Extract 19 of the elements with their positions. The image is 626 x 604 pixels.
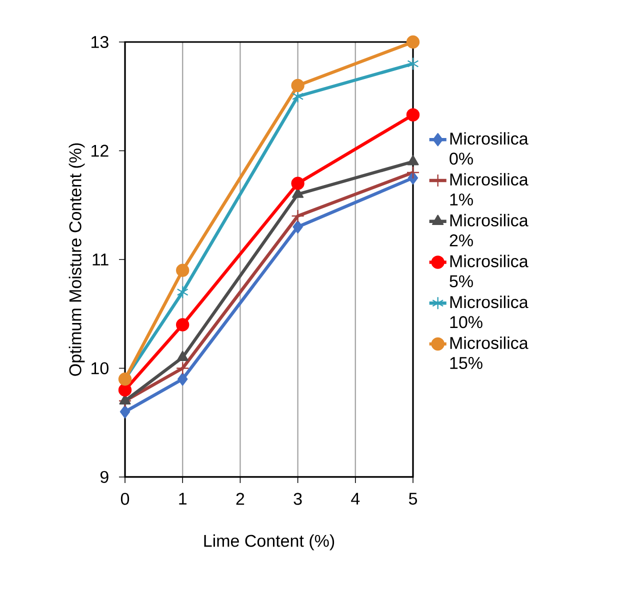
legend-label: Microsilica 5%	[450, 254, 528, 288]
y-tick-label: 12	[92, 144, 108, 157]
x-tick-label: 3	[294, 492, 302, 505]
y-tick-label: 10	[92, 362, 108, 374]
x-tick-label: 4	[351, 492, 360, 505]
legend-label: Microsilica 1%	[450, 173, 528, 206]
x-tick-label: 1	[179, 492, 187, 505]
x-axis-title: Lime Content (%)	[204, 534, 334, 550]
x-tick-label: 0	[120, 492, 130, 505]
legend-label: Microsilica 15%	[450, 336, 528, 370]
y-tick-label: 13	[92, 36, 108, 48]
y-axis-title: Optimum Moisture Content (%)	[68, 143, 85, 376]
y-tick-label: 9	[100, 470, 108, 484]
legend-label: Microsilica 0%	[450, 132, 528, 165]
legend-label: Microsilica 10%	[450, 296, 528, 328]
legend-label: Microsilica 2%	[450, 214, 528, 246]
y-tick-label: 11	[92, 254, 108, 266]
x-tick-label: 5	[408, 492, 418, 505]
x-tick-label: 2	[236, 492, 244, 505]
